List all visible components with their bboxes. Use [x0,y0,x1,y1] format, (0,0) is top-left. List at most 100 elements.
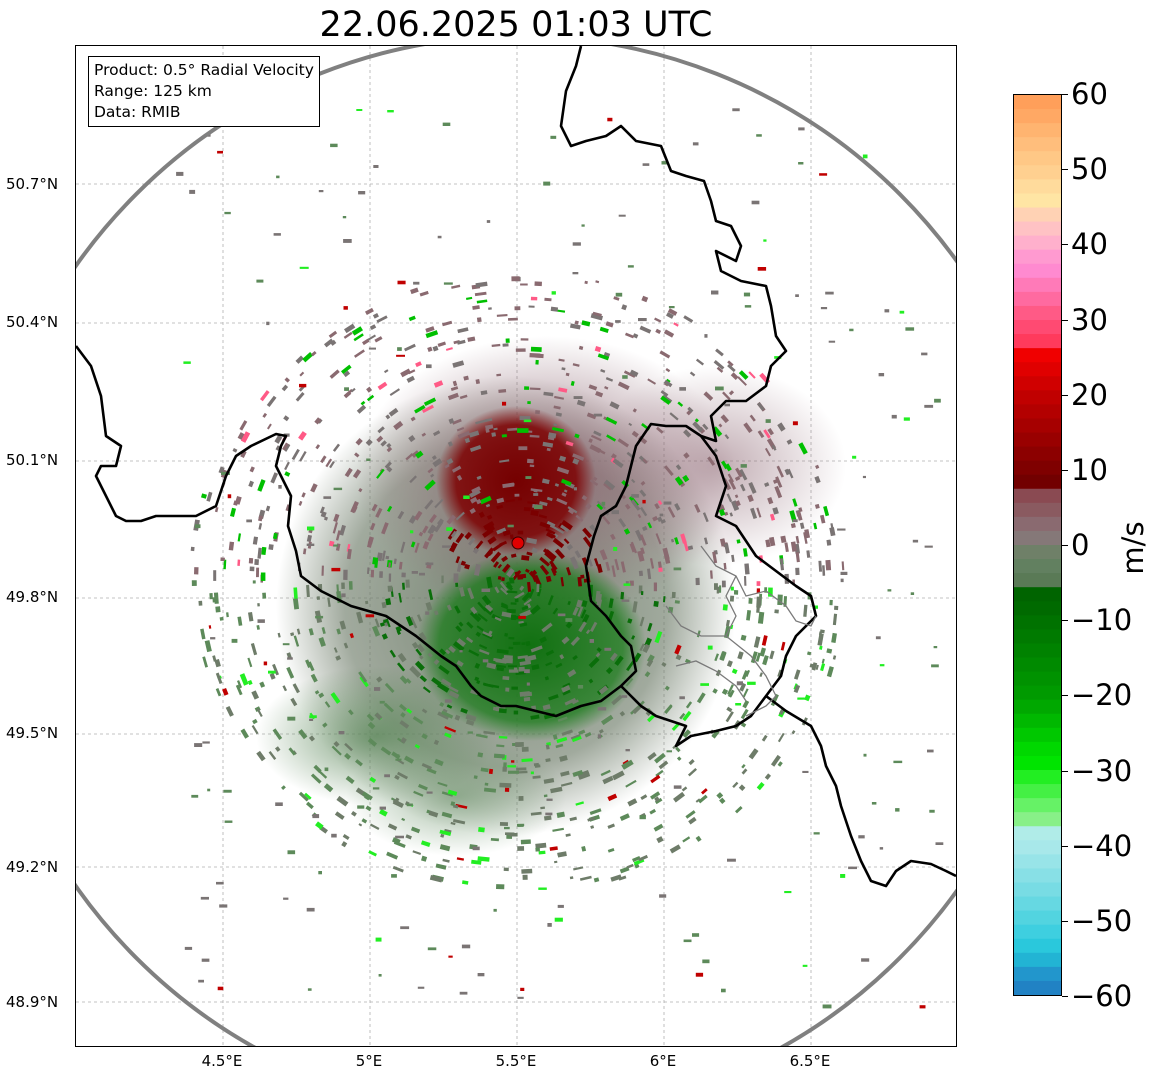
velocity-echo-pixel [532,775,541,779]
velocity-echo-pixel [589,639,594,643]
colorbar-band [1014,207,1061,223]
velocity-echo-pixel [213,570,217,581]
velocity-echo-pixel [589,808,602,816]
velocity-echo-pixel [832,613,838,626]
velocity-echo-pixel [269,672,276,680]
velocity-echo-pixel [649,808,656,815]
velocity-echo-pixel [380,440,387,447]
velocity-echo-pixel [455,556,461,564]
velocity-echo-pixel [673,322,679,327]
velocity-echo-pixel [523,419,532,423]
velocity-echo-pixel [225,705,234,717]
velocity-echo-pixel [518,620,524,624]
velocity-echo-pixel [419,572,425,576]
velocity-echo-pixel [668,306,675,309]
velocity-echo-pixel [567,669,577,678]
colorbar-band [1014,840,1061,855]
velocity-echo-pixel [825,291,834,295]
velocity-echo-pixel [437,518,444,526]
velocity-echo-pixel [557,309,566,313]
velocity-echo-pixel [929,809,935,813]
velocity-echo-pixel [356,404,367,414]
velocity-echo-pixel [795,552,800,563]
velocity-echo-pixel [654,752,666,764]
velocity-echo-pixel [233,500,239,506]
velocity-echo-pixel [369,776,377,783]
velocity-echo-pixel [419,655,424,660]
velocity-echo-pixel [569,816,577,822]
velocity-echo-pixel [292,598,300,610]
velocity-echo-pixel [550,786,563,794]
velocity-echo-pixel [803,604,808,617]
velocity-echo-pixel [671,591,676,599]
velocity-echo-pixel [738,370,749,380]
velocity-echo-pixel [751,200,760,205]
colorbar-tick-label: 20 [1071,377,1108,412]
colorbar-tick [1062,846,1068,847]
velocity-echo-pixel [219,904,228,908]
velocity-echo-pixel [426,767,437,775]
velocity-echo-pixel [739,469,748,481]
velocity-echo-pixel [792,421,798,426]
velocity-echo-pixel [471,486,481,494]
velocity-echo-pixel [308,735,316,742]
velocity-echo-pixel [605,667,613,675]
velocity-echo-pixel [213,592,219,604]
colorbar-tick-label: −20 [1071,678,1133,713]
velocity-echo-pixel [560,577,565,587]
velocity-echo-pixel [527,581,532,592]
velocity-echo-pixel [558,358,565,362]
velocity-echo-pixel [502,766,507,772]
velocity-echo-pixel [322,722,328,728]
radar-map[interactable] [75,45,957,1047]
velocity-echo-pixel [538,887,547,890]
velocity-echo-pixel [508,665,518,668]
velocity-echo-pixel [477,613,488,622]
velocity-echo-pixel [306,801,314,810]
velocity-echo-pixel [379,808,388,817]
velocity-echo-pixel [912,539,919,543]
velocity-echo-pixel [610,652,618,662]
velocity-echo-pixel [597,734,602,739]
colorbar-band [1014,291,1061,307]
velocity-echo-pixel [728,478,737,490]
velocity-echo-pixel [694,504,701,513]
velocity-echo-pixel [813,832,820,835]
velocity-echo-pixel [848,866,857,870]
velocity-echoes [176,108,944,1009]
velocity-echo-pixel [659,350,671,359]
velocity-echo-pixel [666,750,672,753]
velocity-echo-pixel [261,546,267,556]
velocity-echo-pixel [411,641,419,649]
velocity-echo-pixel [617,381,630,391]
velocity-echo-pixel [670,538,675,543]
velocity-echo-pixel [538,514,548,519]
velocity-echo-pixel [508,770,519,774]
velocity-echo-pixel [200,628,206,640]
velocity-echo-pixel [318,637,326,647]
velocity-echo-pixel [615,320,621,323]
velocity-echo-pixel [535,410,540,415]
velocity-echo-pixel [600,769,611,777]
velocity-echo-pixel [565,372,570,377]
velocity-echo-pixel [215,688,222,697]
velocity-echo-pixel [740,483,746,492]
velocity-echo-pixel [577,576,583,587]
velocity-echo-pixel [440,833,445,838]
velocity-echo-pixel [731,668,738,675]
velocity-echo-pixel [295,355,304,364]
velocity-echo-pixel [669,412,679,421]
velocity-echo-pixel [459,650,463,653]
velocity-echo-pixel [572,699,579,705]
radar-site-marker[interactable] [511,536,525,550]
velocity-echo-pixel [646,659,654,667]
velocity-echo-pixel [209,593,213,600]
velocity-echo-pixel [450,386,459,391]
velocity-echo-pixel [256,624,260,630]
velocity-echo-pixel [514,306,521,311]
velocity-echo-pixel [434,758,444,767]
radar-map-canvas[interactable] [76,46,956,1046]
velocity-echo-pixel [380,746,392,756]
velocity-echo-pixel [757,402,765,411]
velocity-echo-pixel [307,526,315,531]
